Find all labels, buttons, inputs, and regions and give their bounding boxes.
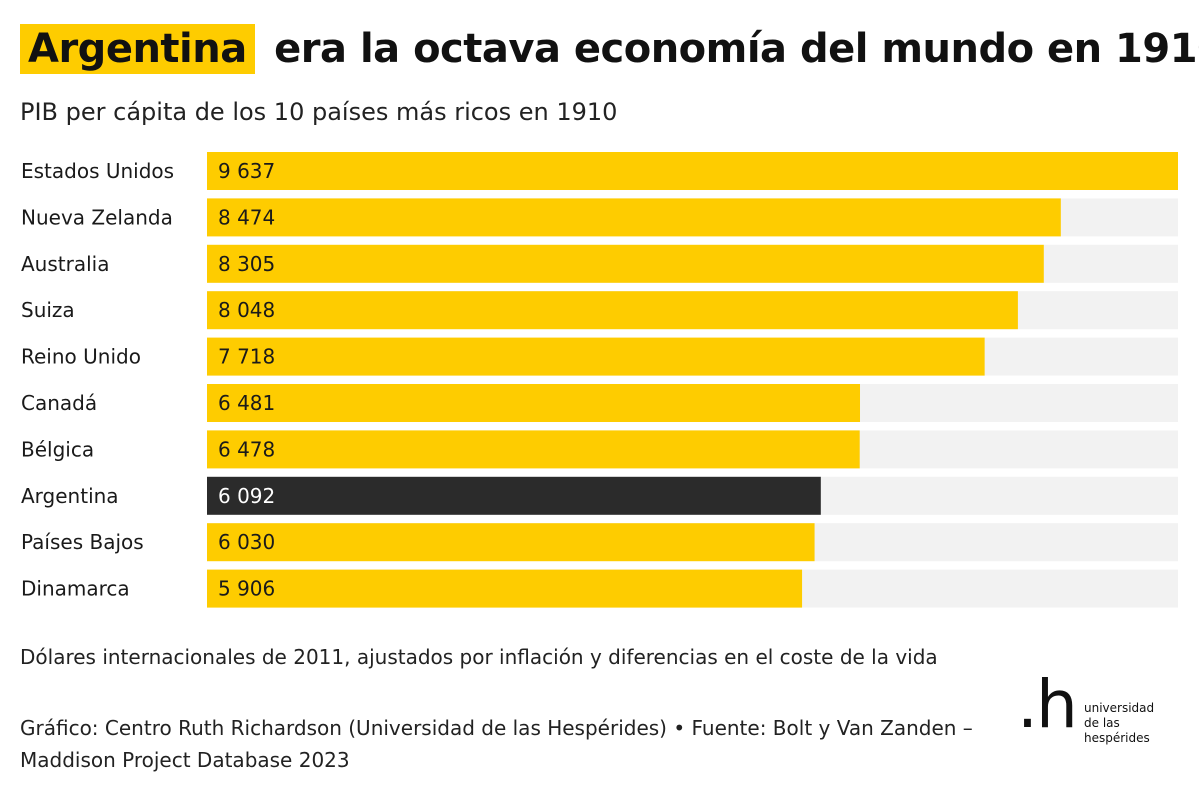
value-label-canada: 6 481	[218, 391, 275, 415]
category-label-nueva-zelanda: Nueva Zelanda	[21, 205, 173, 229]
category-label-canada: Canadá	[21, 391, 97, 415]
value-label-suiza: 8 048	[218, 298, 275, 322]
bar-nueva-zelanda	[207, 198, 1061, 237]
value-label-reino-unido: 7 718	[218, 345, 275, 369]
bar-canada	[207, 384, 861, 422]
value-label-paises-bajos: 6 030	[218, 530, 275, 554]
chart-title: Argentina era la octava economía del mun…	[20, 20, 1199, 78]
bar-argentina	[207, 476, 821, 515]
logo-wordmark: universidad de las hespérides	[1084, 701, 1154, 746]
chart-subtitle: PIB per cápita de los 10 países más rico…	[20, 98, 618, 126]
value-label-nueva-zelanda: 8 474	[218, 205, 275, 229]
category-label-estados-unidos: Estados Unidos	[21, 159, 174, 183]
source-credit: Gráfico: Centro Ruth Richardson (Univers…	[20, 716, 973, 772]
bar-suiza	[207, 291, 1018, 330]
category-label-dinamarca: Dinamarca	[21, 577, 130, 601]
bar-belgica	[207, 430, 860, 469]
category-label-suiza: Suiza	[21, 298, 75, 322]
logo-line-1: universidad	[1084, 701, 1155, 715]
category-label-paises-bajos: Países Bajos	[21, 530, 144, 554]
category-label-argentina: Argentina	[21, 484, 119, 508]
category-label-australia: Australia	[21, 252, 109, 276]
value-label-estados-unidos: 9 637	[218, 159, 275, 183]
logo-mark: .h	[1017, 666, 1078, 743]
university-logo: .h universidad de las hespérides	[1017, 668, 1167, 746]
value-label-australia: 8 305	[218, 252, 275, 276]
logo-line-2: de las	[1084, 716, 1120, 730]
bar-reino-unido	[207, 337, 985, 376]
value-label-argentina: 6 092	[218, 484, 275, 508]
category-label-belgica: Bélgica	[21, 437, 94, 461]
bar-estados-unidos	[207, 152, 1178, 190]
value-label-belgica: 6 478	[218, 437, 275, 461]
title-rest: era la octava economía del mundo en 1910	[274, 26, 1199, 72]
value-label-dinamarca: 5 906	[218, 577, 275, 601]
category-label-reino-unido: Reino Unido	[21, 345, 141, 369]
bar-dinamarca	[207, 569, 803, 608]
logo-line-3: hespérides	[1084, 731, 1150, 745]
title-highlight: Argentina	[20, 24, 255, 74]
bar-paises-bajos	[207, 523, 815, 562]
bar-chart: Estados Unidos 9 637 Nueva Zelanda 8 474 Aus…	[21, 152, 1178, 608]
bar-australia	[207, 244, 1044, 283]
units-note: Dólares internacionales de 2011, ajustad…	[20, 645, 938, 669]
